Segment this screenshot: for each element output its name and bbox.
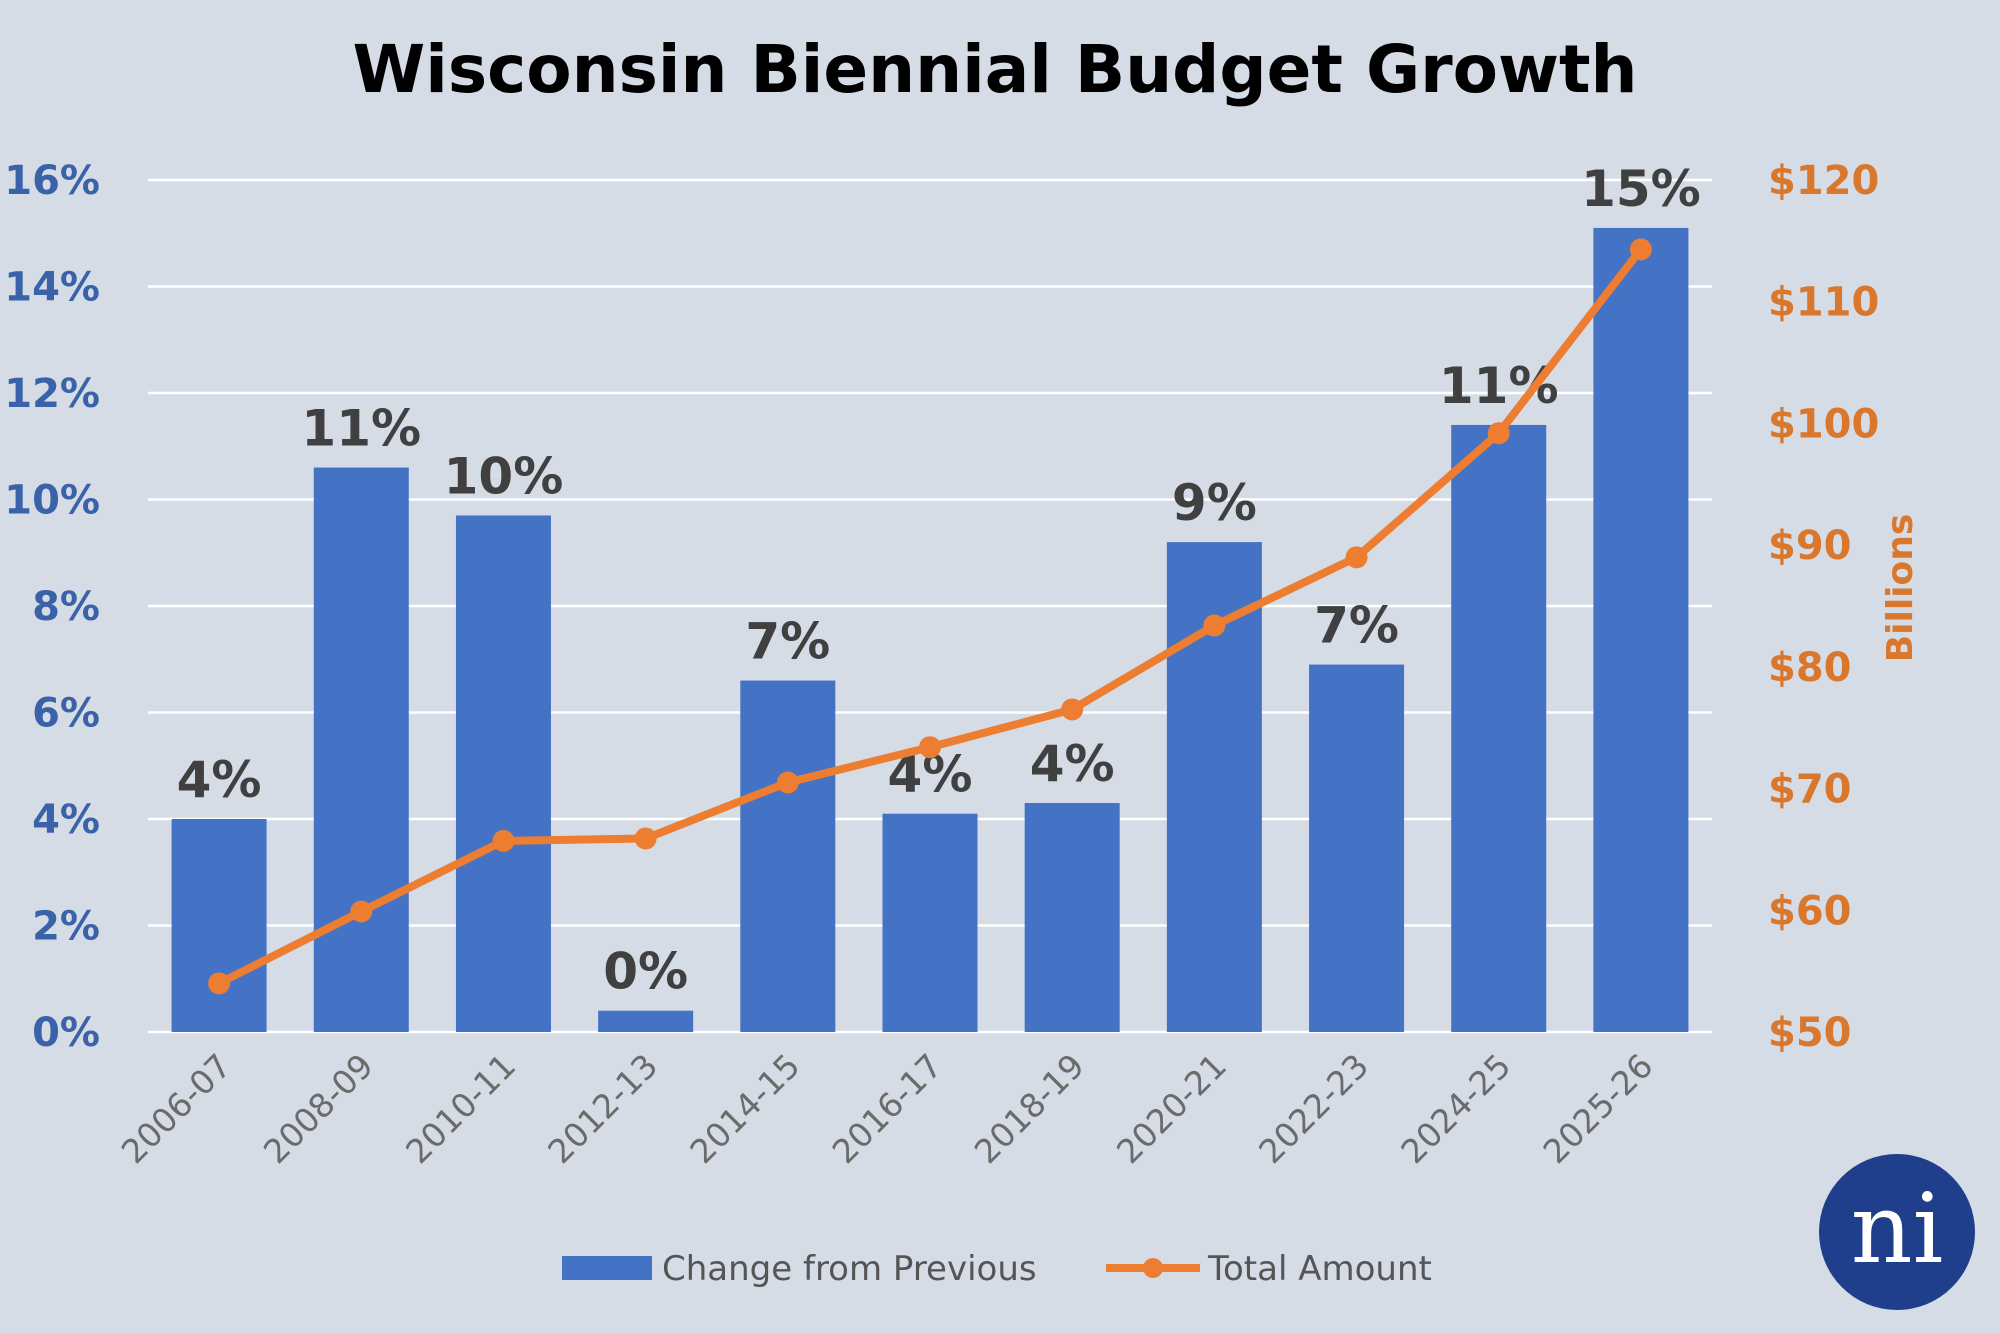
y-left-tick-label: 4% [32,797,100,843]
right-y-axis-label: Billions [1880,514,1921,663]
line-point [634,827,657,850]
line-point [1629,238,1652,261]
bar-data-label: 7% [745,613,830,671]
bar [740,680,836,1032]
line-point [1345,546,1368,569]
x-tick-label: 2008-09 [256,1046,381,1171]
x-tick-label: 2022-23 [1251,1046,1376,1171]
x-tick-label: 2012-13 [540,1046,665,1171]
bar-series [171,227,1689,1033]
y-right-tick-label: $90 [1768,523,1852,569]
bar [598,1010,694,1032]
bar-data-label: 10% [444,447,564,505]
bar [1451,424,1547,1032]
line-point [208,972,231,995]
line-point [1203,614,1226,637]
x-tick-label: 2024-25 [1393,1046,1518,1171]
x-tick-label: 2018-19 [967,1046,1092,1171]
y-right-tick-label: $70 [1768,767,1852,813]
x-tick-label: 2006-07 [114,1046,239,1171]
x-tick-label: 2010-11 [398,1046,523,1171]
legend-label-change: Change from Previous [662,1249,1037,1289]
bar-data-label: 7% [1314,597,1399,655]
bar [455,515,551,1032]
line-series [208,238,1652,995]
bar-data-label: 0% [603,943,688,1001]
y-left-tick-label: 0% [32,1010,100,1056]
legend-line-marker [1143,1258,1163,1278]
legend-label-total: Total Amount [1207,1249,1432,1289]
line-point [492,829,515,852]
y-left-tick-label: 16% [4,158,100,204]
y-right-tick-label: $110 [1768,280,1879,326]
y-right-tick-label: $50 [1768,1010,1852,1056]
bar [1593,227,1689,1033]
y-left-tick-label: 2% [32,904,100,950]
line-point [1061,698,1084,721]
logo-circle [1819,1154,1975,1310]
bar-data-label: 11% [1439,357,1559,415]
line-point [1487,422,1510,445]
bar-data-label: 4% [177,751,262,809]
logo-text: ni [1851,1173,1944,1285]
y-right-tick-label: $80 [1768,645,1852,691]
ni-logo: ni [1819,1154,1975,1310]
legend-bar-swatch [562,1256,652,1280]
y-left-tick-label: 8% [32,584,100,630]
bar-data-label: 11% [301,400,421,458]
line-point [919,736,941,759]
y-left-tick-label: 10% [4,478,100,524]
y-right-tick-label: $120 [1768,158,1879,204]
right-y-axis: $50 $60 $70 $80 $90 $100 $110 $120 [1768,158,1879,1056]
bar-data-label: 9% [1172,474,1257,532]
chart-title: Wisconsin Biennial Budget Growth [352,31,1637,108]
y-right-tick-label: $100 [1768,401,1879,447]
legend: Change from Previous Total Amount [562,1249,1432,1289]
x-tick-label: 2020-21 [1109,1046,1234,1171]
bar-data-labels: 4%11%10%0%7%4% 4%9%7%11%15% [177,160,1701,1001]
y-left-tick-label: 14% [4,265,100,311]
y-left-tick-label: 6% [32,691,100,737]
bar-data-label: 15% [1581,160,1701,218]
bar [1309,664,1405,1032]
x-axis: 2006-07 2008-09 2010-11 2012-13 2014-15 2016-… [114,1046,1661,1171]
bar [882,813,978,1032]
left-y-axis: 0% 2% 4% 6% 8% 10% 12% 14% 16% [4,158,100,1056]
y-left-tick-label: 12% [4,371,100,417]
line-point [776,771,799,794]
bar [171,819,267,1032]
x-tick-label: 2016-17 [825,1046,950,1171]
bar-data-label: 4% [1030,735,1115,793]
y-right-tick-label: $60 [1768,888,1852,934]
x-tick-label: 2025-26 [1535,1046,1660,1171]
line-point [350,900,373,923]
x-tick-label: 2014-15 [682,1046,807,1171]
bar [1024,803,1120,1032]
bar [313,467,409,1032]
